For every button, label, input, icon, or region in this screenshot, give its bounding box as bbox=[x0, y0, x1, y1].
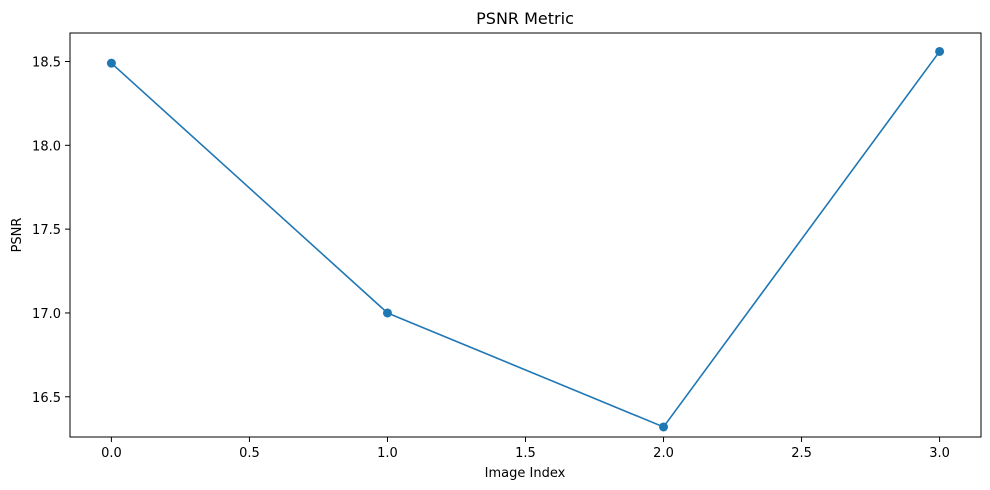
x-tick-label: 2.0 bbox=[653, 446, 674, 461]
data-point bbox=[659, 422, 669, 432]
x-tick-label: 3.0 bbox=[929, 446, 950, 461]
y-tick-label: 17.5 bbox=[32, 223, 61, 238]
data-point bbox=[935, 46, 945, 56]
chart-title: PSNR Metric bbox=[476, 9, 574, 28]
x-axis-label: Image Index bbox=[485, 466, 566, 481]
y-tick-label: 17.0 bbox=[32, 307, 61, 322]
axes-frame bbox=[69, 32, 982, 438]
x-tick-label: 0.5 bbox=[239, 446, 260, 461]
series-line bbox=[110, 50, 941, 428]
x-axis-ticks: 0.0 0.5 1.0 1.5 2.0 2.5 3.0 bbox=[101, 437, 950, 461]
y-tick-label: 18.5 bbox=[32, 55, 61, 70]
y-axis-label: PSNR bbox=[10, 218, 25, 253]
data-point bbox=[382, 308, 392, 318]
axes-background bbox=[70, 33, 981, 437]
series-layer bbox=[106, 46, 945, 432]
x-tick-label: 2.5 bbox=[791, 446, 812, 461]
data-point bbox=[106, 58, 116, 68]
y-axis-ticks: 16.5 17.0 17.5 18.0 18.5 bbox=[32, 55, 70, 406]
y-tick-label: 18.0 bbox=[32, 139, 61, 154]
x-tick-label: 1.0 bbox=[377, 446, 398, 461]
x-tick-label: 0.0 bbox=[101, 446, 122, 461]
x-tick-label: 1.5 bbox=[515, 446, 536, 461]
y-tick-label: 16.5 bbox=[32, 391, 61, 406]
plot-area bbox=[70, 33, 981, 437]
